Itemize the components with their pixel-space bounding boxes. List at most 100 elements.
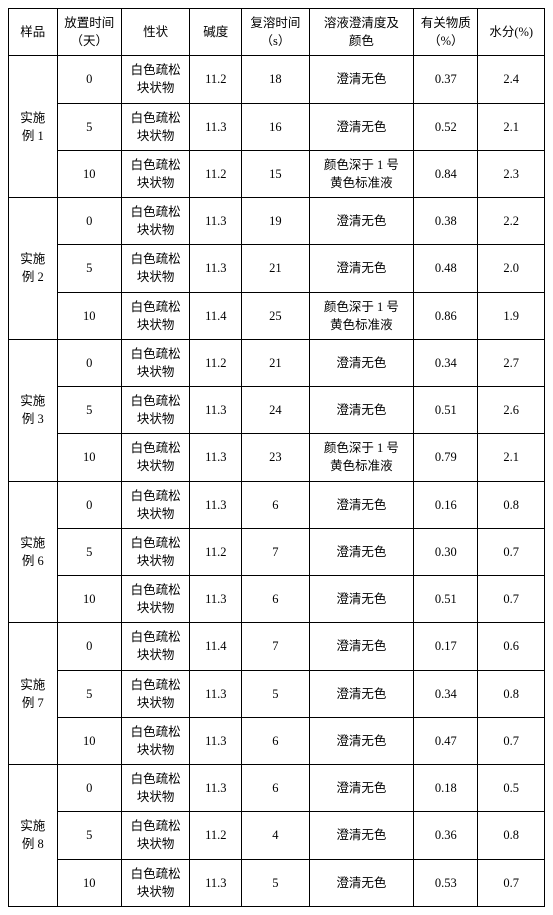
character-cell: 白色疏松块状物 [121,812,190,859]
col-header: 有关物质（%） [414,9,478,56]
alkalinity-cell: 11.3 [190,670,242,717]
clarity-cell: 澄清无色 [309,576,413,623]
impurity-cell: 0.86 [414,292,478,339]
table-row: 5白色疏松块状物11.35澄清无色0.340.8 [9,670,545,717]
redissolve-cell: 7 [242,528,310,575]
table-row: 10白色疏松块状物11.323颜色深于 1 号黄色标准液0.792.1 [9,434,545,481]
clarity-cell: 澄清无色 [309,670,413,717]
moisture-cell: 0.7 [478,717,545,764]
alkalinity-cell: 11.4 [190,623,242,670]
days-cell: 10 [57,150,121,197]
col-header: 溶液澄清度及颜色 [309,9,413,56]
days-cell: 5 [57,245,121,292]
character-cell: 白色疏松块状物 [121,103,190,150]
alkalinity-cell: 11.2 [190,812,242,859]
moisture-cell: 2.4 [478,56,545,103]
days-cell: 10 [57,576,121,623]
table-row: 10白色疏松块状物11.35澄清无色0.530.7 [9,859,545,906]
redissolve-cell: 18 [242,56,310,103]
alkalinity-cell: 11.3 [190,103,242,150]
days-cell: 5 [57,670,121,717]
days-cell: 0 [57,198,121,245]
alkalinity-cell: 11.3 [190,245,242,292]
character-cell: 白色疏松块状物 [121,56,190,103]
table-row: 实施例 70白色疏松块状物11.47澄清无色0.170.6 [9,623,545,670]
redissolve-cell: 25 [242,292,310,339]
sample-label: 实施例 2 [9,198,58,340]
col-header: 复溶时间（s） [242,9,310,56]
clarity-cell: 澄清无色 [309,103,413,150]
impurity-cell: 0.38 [414,198,478,245]
clarity-cell: 澄清无色 [309,623,413,670]
character-cell: 白色疏松块状物 [121,198,190,245]
clarity-cell: 颜色深于 1 号黄色标准液 [309,434,413,481]
alkalinity-cell: 11.2 [190,528,242,575]
table-row: 实施例 20白色疏松块状物11.319澄清无色0.382.2 [9,198,545,245]
table-body: 实施例 10白色疏松块状物11.218澄清无色0.372.45白色疏松块状物11… [9,56,545,907]
sample-label: 实施例 3 [9,339,58,481]
redissolve-cell: 15 [242,150,310,197]
character-cell: 白色疏松块状物 [121,717,190,764]
character-cell: 白色疏松块状物 [121,292,190,339]
alkalinity-cell: 11.2 [190,56,242,103]
character-cell: 白色疏松块状物 [121,670,190,717]
character-cell: 白色疏松块状物 [121,150,190,197]
table-row: 10白色疏松块状物11.215颜色深于 1 号黄色标准液0.842.3 [9,150,545,197]
stability-data-table: 样品放置时间（天）性状碱度复溶时间（s）溶液澄清度及颜色有关物质（%）水分(%)… [8,8,545,907]
redissolve-cell: 5 [242,670,310,717]
sample-label: 实施例 7 [9,623,58,765]
clarity-cell: 澄清无色 [309,481,413,528]
days-cell: 10 [57,859,121,906]
character-cell: 白色疏松块状物 [121,576,190,623]
table-row: 10白色疏松块状物11.36澄清无色0.470.7 [9,717,545,764]
clarity-cell: 澄清无色 [309,528,413,575]
sample-label: 实施例 8 [9,765,58,907]
redissolve-cell: 16 [242,103,310,150]
col-header: 碱度 [190,9,242,56]
alkalinity-cell: 11.3 [190,576,242,623]
moisture-cell: 0.8 [478,481,545,528]
moisture-cell: 0.5 [478,765,545,812]
moisture-cell: 2.1 [478,434,545,481]
alkalinity-cell: 11.3 [190,859,242,906]
col-header: 水分(%) [478,9,545,56]
clarity-cell: 澄清无色 [309,859,413,906]
impurity-cell: 0.53 [414,859,478,906]
col-header: 放置时间（天） [57,9,121,56]
moisture-cell: 0.7 [478,528,545,575]
moisture-cell: 2.1 [478,103,545,150]
clarity-cell: 澄清无色 [309,387,413,434]
days-cell: 5 [57,812,121,859]
table-row: 10白色疏松块状物11.425颜色深于 1 号黄色标准液0.861.9 [9,292,545,339]
character-cell: 白色疏松块状物 [121,859,190,906]
table-row: 实施例 60白色疏松块状物11.36澄清无色0.160.8 [9,481,545,528]
character-cell: 白色疏松块状物 [121,623,190,670]
moisture-cell: 0.6 [478,623,545,670]
table-row: 实施例 10白色疏松块状物11.218澄清无色0.372.4 [9,56,545,103]
table-header-row: 样品放置时间（天）性状碱度复溶时间（s）溶液澄清度及颜色有关物质（%）水分(%) [9,9,545,56]
table-row: 5白色疏松块状物11.316澄清无色0.522.1 [9,103,545,150]
days-cell: 0 [57,339,121,386]
moisture-cell: 0.7 [478,576,545,623]
redissolve-cell: 4 [242,812,310,859]
clarity-cell: 澄清无色 [309,339,413,386]
impurity-cell: 0.16 [414,481,478,528]
days-cell: 0 [57,56,121,103]
days-cell: 10 [57,717,121,764]
redissolve-cell: 5 [242,859,310,906]
impurity-cell: 0.18 [414,765,478,812]
clarity-cell: 颜色深于 1 号黄色标准液 [309,292,413,339]
clarity-cell: 澄清无色 [309,198,413,245]
redissolve-cell: 6 [242,481,310,528]
redissolve-cell: 21 [242,245,310,292]
impurity-cell: 0.84 [414,150,478,197]
alkalinity-cell: 11.3 [190,434,242,481]
redissolve-cell: 6 [242,765,310,812]
alkalinity-cell: 11.2 [190,339,242,386]
impurity-cell: 0.51 [414,387,478,434]
impurity-cell: 0.30 [414,528,478,575]
character-cell: 白色疏松块状物 [121,387,190,434]
moisture-cell: 0.7 [478,859,545,906]
character-cell: 白色疏松块状物 [121,528,190,575]
impurity-cell: 0.47 [414,717,478,764]
